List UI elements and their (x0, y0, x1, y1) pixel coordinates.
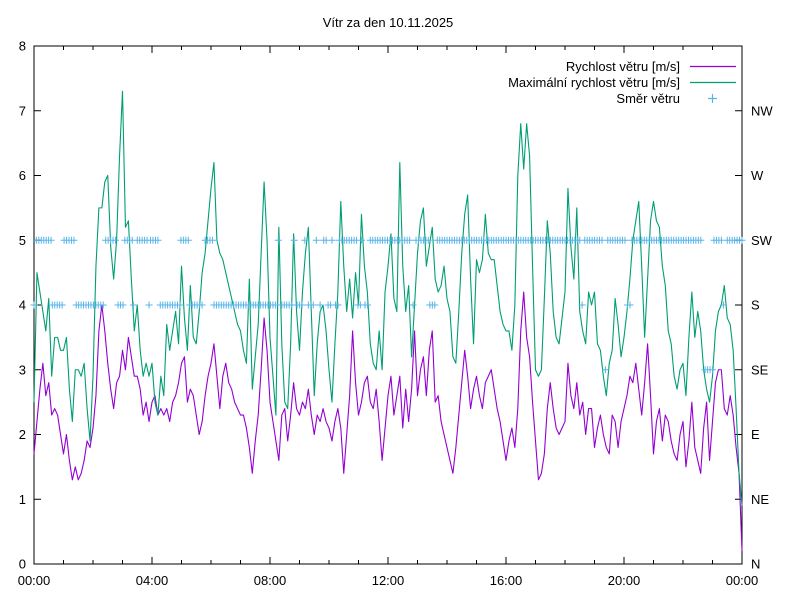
series-line-max-speed (33, 90, 743, 506)
y-left-tick-label: 3 (19, 362, 26, 377)
y-left-tick-label: 0 (19, 557, 26, 572)
y-left-tick-label: 1 (19, 492, 26, 507)
legend-label-speed: Rychlost větru [m/s] (566, 59, 680, 74)
axes: 00:00 04:00 08:00 12:00 16:00 20:00 00:0001234… (18, 39, 774, 589)
plot-border (33, 45, 743, 565)
x-tick-label: 16:00 (490, 573, 523, 588)
chart-title: Vítr za den 10.11.2025 (323, 15, 454, 30)
x-tick-label: 20:00 (608, 573, 641, 588)
x-tick-label: 04:00 (136, 573, 169, 588)
y-right-direction-label: NE (751, 492, 769, 507)
y-left-tick-label: 5 (19, 233, 26, 248)
direction-markers (30, 236, 746, 374)
y-right-direction-label: SW (751, 233, 773, 248)
y-right-direction-label: S (751, 298, 760, 313)
y-left-tick-label: 7 (19, 103, 26, 118)
x-tick-label: 00:00 (18, 573, 51, 588)
y-right-direction-label: SE (751, 362, 769, 377)
y-left-tick-label: 6 (19, 168, 26, 183)
series-line-speed (33, 291, 743, 552)
y-left-tick-label: 4 (19, 298, 26, 313)
y-left-tick-label: 8 (19, 39, 26, 54)
y-right-direction-label: NW (751, 103, 773, 118)
legend-label-direction: Směr větru (616, 91, 680, 106)
y-left-tick-label: 2 (19, 427, 26, 442)
legend-plus-marker-sample (708, 94, 717, 103)
y-right-direction-label: E (751, 427, 760, 442)
legend-label-max-speed: Maximální rychlost větru [m/s] (508, 75, 680, 90)
wind-direction-plus-markers (30, 236, 746, 374)
x-tick-label: 12:00 (372, 573, 405, 588)
x-tick-label: 08:00 (254, 573, 287, 588)
legend: Rychlost větru [m/s] Maximální rychlost … (508, 59, 736, 106)
x-tick-label: 00:00 (726, 573, 759, 588)
y-right-direction-label: N (751, 557, 760, 572)
series-lines (33, 90, 743, 552)
y-right-direction-label: W (751, 168, 764, 183)
